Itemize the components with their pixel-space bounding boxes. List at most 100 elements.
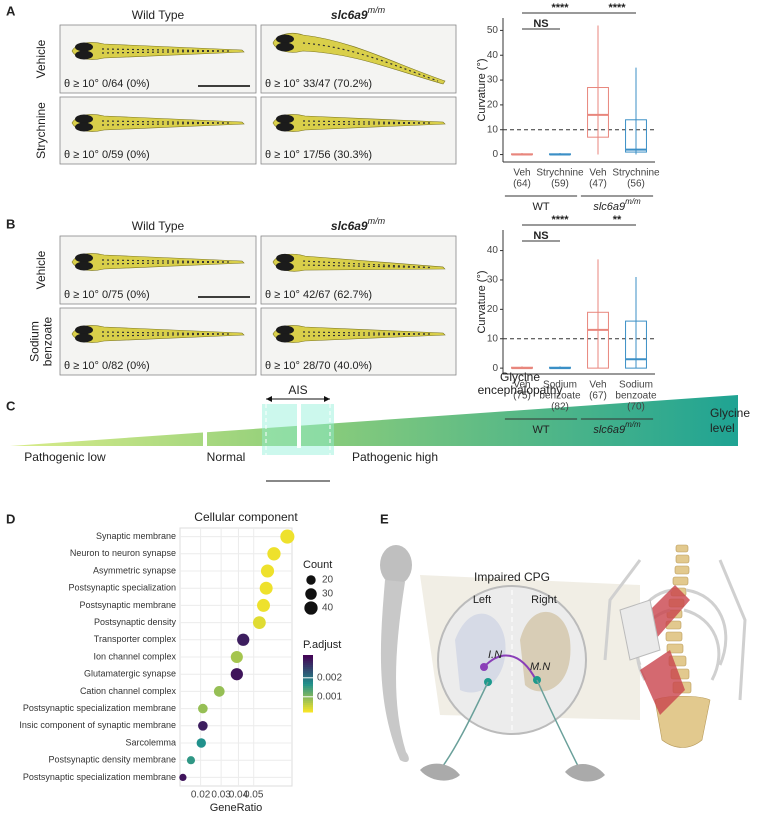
curvature-annotation: θ ≥ 10° 17/56 (30.3%)	[265, 149, 372, 161]
group-name: WT	[532, 201, 549, 213]
legend-label: 40	[322, 603, 334, 614]
significance-label: ****	[608, 2, 626, 14]
curvature-annotation: θ ≥ 10° 28/70 (40.0%)	[265, 360, 372, 372]
x-axis-title: GeneRatio	[210, 802, 263, 814]
side-label: Right	[531, 594, 557, 606]
colorbar-segment	[303, 679, 313, 683]
term-label: Postsynaptic specialization membrane	[23, 703, 176, 713]
y-tick-label: 30	[487, 275, 499, 286]
box	[587, 87, 609, 138]
y-tick-label: 10	[487, 333, 499, 344]
term-label: Neuron to neuron synapse	[70, 548, 176, 558]
group-sup: m/m	[625, 420, 641, 429]
axis-label: level	[710, 421, 735, 435]
genotype-sup: m/m	[368, 216, 386, 226]
box	[587, 311, 609, 369]
curvature-annotation: θ ≥ 10° 33/47 (70.2%)	[265, 78, 372, 90]
group-count: (70)	[627, 402, 645, 413]
legend-label: 20	[322, 575, 334, 586]
y-tick-label: 0	[492, 149, 498, 160]
x-tick-label: benzoate	[539, 391, 581, 402]
colorbar-segment	[303, 674, 313, 677]
dot	[259, 581, 273, 595]
cpg-title: Impaired CPG	[474, 570, 550, 584]
colorbar-segment	[303, 702, 313, 705]
term-label: Postsynaptic specialization	[68, 583, 176, 593]
neuron-label: M.N	[530, 661, 550, 673]
group-label: slc6a9m/m	[593, 420, 641, 436]
legend-dot	[305, 588, 317, 600]
colorbar-segment	[303, 681, 313, 684]
dot	[260, 564, 275, 578]
colorbar-segment	[303, 685, 313, 688]
colorbar-segment	[303, 693, 313, 696]
axis-label: Glycine	[710, 406, 750, 420]
legend-dot	[306, 575, 316, 585]
colorbar-segment	[303, 672, 313, 675]
group-name: slc6a9	[593, 424, 625, 436]
legend-title: Count	[303, 559, 332, 571]
x-tick-label: Strychnine	[612, 168, 660, 179]
column-header: Wild Type	[132, 8, 185, 22]
genotype: slc6a9	[331, 219, 368, 233]
row-label: Sodium	[28, 321, 42, 362]
group-count: (64)	[513, 179, 531, 190]
row-label: benzoate	[41, 316, 55, 366]
x-tick-label: benzoate	[615, 391, 657, 402]
zone-label: Pathogenic low	[24, 450, 106, 464]
dot	[186, 756, 196, 765]
colorbar-segment	[303, 704, 313, 707]
significance-label: ****	[551, 2, 569, 14]
y-tick-label: 20	[487, 100, 499, 111]
group-count: (75)	[513, 391, 531, 402]
group-count: (47)	[589, 179, 607, 190]
y-tick-label: 0	[492, 363, 498, 374]
dot	[179, 773, 187, 782]
group-label: WT	[532, 424, 549, 436]
colorbar-label: 0.001	[317, 691, 342, 702]
box	[625, 320, 647, 369]
colorbar-segment	[303, 694, 313, 698]
dot	[198, 720, 208, 731]
x-tick-label: Sodium	[543, 380, 577, 391]
colorbar-segment	[303, 706, 313, 709]
colorbar-segment	[303, 664, 313, 667]
wedge-label: encephalopathy	[478, 383, 563, 397]
panel-label: D	[6, 511, 15, 526]
significance-label: ****	[551, 214, 569, 226]
wedge-label: Glycine	[500, 370, 540, 384]
term-label: Asymmetric synapse	[93, 565, 176, 575]
group-label: slc6a9m/m	[593, 197, 641, 213]
legend-title: P.adjust	[303, 639, 341, 651]
y-tick-label: 30	[487, 75, 499, 86]
group-count: (67)	[589, 391, 607, 402]
group-name: WT	[532, 424, 549, 436]
genotype-sup: m/m	[368, 5, 386, 15]
x-tick-label: Veh	[513, 168, 530, 179]
dot	[213, 686, 225, 697]
row-label: Vehicle	[34, 250, 48, 289]
y-tick-label: 40	[487, 245, 499, 256]
y-tick-label: 50	[487, 25, 499, 36]
dot	[230, 650, 243, 664]
colorbar-segment	[303, 658, 313, 662]
colorbar-segment	[303, 666, 313, 669]
neuron-label: I.N	[488, 649, 502, 661]
colorbar-segment	[303, 670, 313, 673]
dot	[252, 616, 266, 629]
column-header: Wild Type	[132, 219, 185, 233]
significance-label: NS	[533, 230, 548, 242]
dot	[196, 738, 206, 748]
dot	[257, 598, 270, 612]
chart-title: Cellular component	[194, 510, 298, 524]
cpg-illustration	[380, 544, 747, 782]
colorbar-segment	[303, 698, 313, 702]
panel-label: E	[380, 511, 389, 526]
group-name: slc6a9	[593, 201, 625, 213]
colorbar-segment	[303, 710, 313, 713]
y-tick-label: 10	[487, 124, 499, 135]
curvature-annotation: θ ≥ 10° 0/75 (0%)	[64, 289, 150, 301]
term-label: Synaptic membrane	[96, 531, 176, 541]
term-label: Insic component of synaptic membrane	[19, 720, 176, 730]
